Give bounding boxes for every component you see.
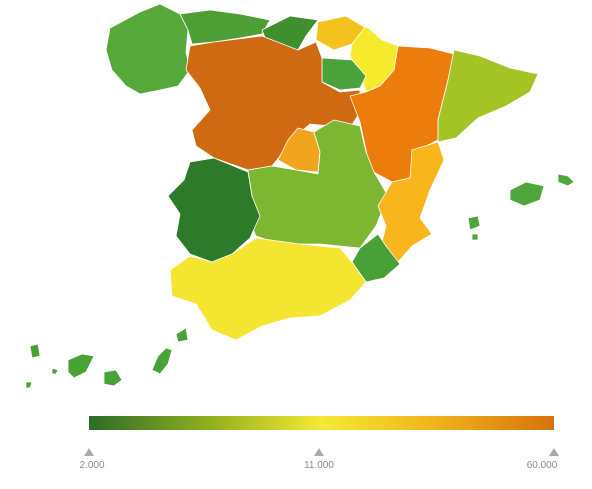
- region-castilla-la-mancha[interactable]: [245, 119, 389, 249]
- legend-tick-max: 60.000: [526, 460, 558, 471]
- legend-gradient-bar: [89, 416, 554, 430]
- legend-tick-min: 2.000: [79, 460, 105, 471]
- region-cataluna[interactable]: [437, 49, 539, 143]
- spain-choropleth-map: [25, 3, 575, 389]
- region-asturias[interactable]: [179, 9, 271, 45]
- legend-marker-max: [549, 448, 559, 456]
- legend-marker-min: [84, 448, 94, 456]
- region-baleares[interactable]: [467, 173, 575, 241]
- region-andalucia[interactable]: [169, 237, 367, 341]
- region-comunidad-valenciana[interactable]: [377, 141, 445, 263]
- region-canarias[interactable]: [25, 327, 189, 389]
- legend-tick-mid: 11.000: [304, 460, 334, 471]
- color-legend: 2.000 11.000 60.000: [0, 400, 592, 489]
- legend-marker-mid: [314, 448, 324, 456]
- region-galicia[interactable]: [105, 3, 191, 95]
